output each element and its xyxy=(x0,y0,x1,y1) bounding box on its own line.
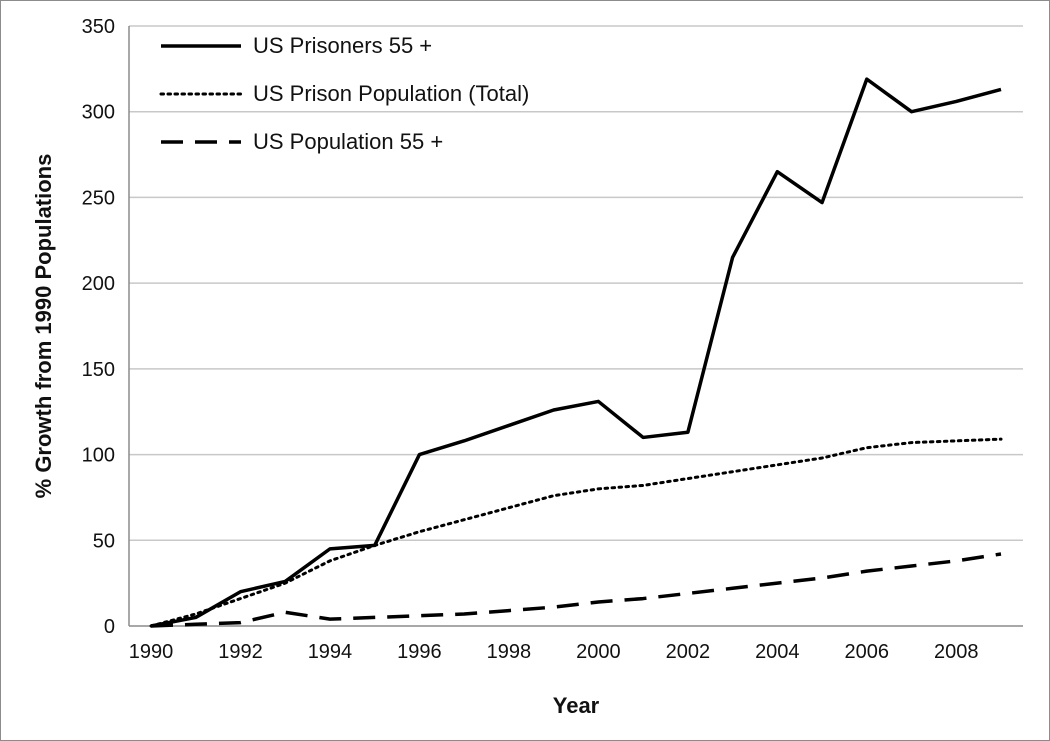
y-tick-label: 300 xyxy=(82,102,115,124)
x-tick-label: 2008 xyxy=(934,641,979,663)
gridlines xyxy=(129,25,1023,542)
x-tick-labels: 1990 1992 1994 1996 1998 2000 2002 2004 2006 2008 xyxy=(129,641,979,663)
y-tick-label: 250 xyxy=(82,187,115,209)
x-tick-label: 1990 xyxy=(129,641,174,663)
series-line-2 xyxy=(149,437,1003,628)
x-tick-label: 2000 xyxy=(576,641,621,663)
series-lines xyxy=(149,77,1003,628)
series-line-1 xyxy=(150,77,1002,628)
legend-entry-label: US Prisoners 55 + xyxy=(253,33,432,58)
y-tick-label: 100 xyxy=(82,445,115,467)
series-line-3 xyxy=(150,552,1002,628)
legend: US Prisoners 55 + US Prison Population (T… xyxy=(159,33,529,154)
x-tick-label: 1992 xyxy=(218,641,263,663)
y-tick-labels: 0 50 100 150 200 250 300 350 xyxy=(82,16,115,638)
x-tick-label: 1998 xyxy=(487,641,532,663)
y-tick-label: 200 xyxy=(82,273,115,295)
x-tick-label: 2002 xyxy=(666,641,711,663)
axes xyxy=(128,26,1023,627)
x-tick-label: 1994 xyxy=(308,641,353,663)
y-tick-label: 350 xyxy=(82,16,115,38)
x-axis-title: Year xyxy=(553,693,600,718)
y-axis-title: % Growth from 1990 Populations xyxy=(31,154,56,499)
legend-entry-label: US Population 55 + xyxy=(253,129,443,154)
y-tick-label: 150 xyxy=(82,359,115,381)
y-tick-label: 50 xyxy=(93,530,115,552)
legend-entry-label: US Prison Population (Total) xyxy=(253,81,529,106)
x-tick-label: 2006 xyxy=(845,641,890,663)
y-tick-label: 0 xyxy=(104,616,115,638)
x-tick-label: 2004 xyxy=(755,641,800,663)
x-tick-label: 1996 xyxy=(397,641,442,663)
